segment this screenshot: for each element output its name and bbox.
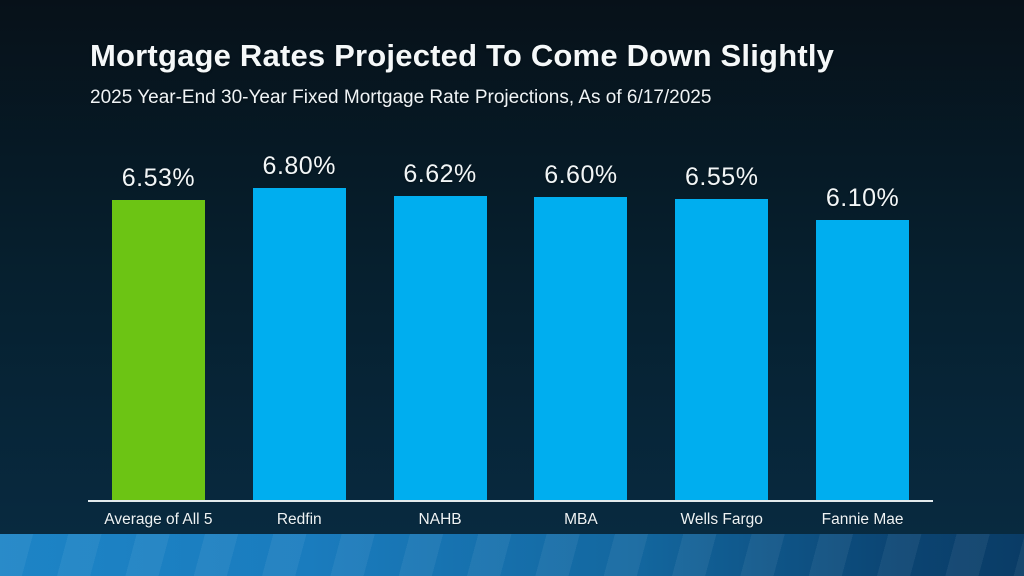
bar-value-label: 6.62% <box>403 160 477 189</box>
chart-bar <box>816 220 910 500</box>
chart-bar <box>252 188 346 500</box>
bar-value-label: 6.60% <box>544 161 618 190</box>
bar-category-label: NAHB <box>418 511 462 528</box>
bar-value-label: 6.53% <box>121 164 196 193</box>
chart-bar-group: 6.62% <box>370 122 511 500</box>
bar-category-label: Average of All 5 <box>104 511 213 528</box>
chart-bar-group: 6.55% <box>651 122 792 500</box>
bar-value-label: 6.80% <box>262 152 336 181</box>
bar-chart-bars: 6.53% 6.80% 6.62% 6.60% 6.55% 6.10% <box>88 122 933 500</box>
chart-bar-group: 6.60% <box>510 122 651 500</box>
bar-category-label: Fannie Mae <box>821 511 904 528</box>
chart-bar <box>393 196 487 500</box>
x-axis-line <box>88 500 933 502</box>
bar-category-label: MBA <box>564 511 598 528</box>
chart-bar <box>534 197 628 500</box>
bar-chart: 6.53% 6.80% 6.62% 6.60% 6.55% 6.10% <box>88 122 933 502</box>
bar-value-label: 6.10% <box>825 184 900 213</box>
footer-accent-bar <box>0 534 1024 576</box>
bar-value-label: 6.55% <box>685 163 759 192</box>
chart-bar <box>111 200 205 500</box>
chart-bar-group: 6.53% <box>88 122 229 500</box>
chart-bar-group: 6.10% <box>792 122 933 500</box>
slide-subtitle: 2025 Year-End 30-Year Fixed Mortgage Rat… <box>90 87 712 108</box>
page-title: Mortgage Rates Projected To Come Down Sl… <box>90 38 835 73</box>
chart-bar <box>675 199 769 500</box>
chart-bar-group: 6.80% <box>229 122 370 500</box>
bar-category-label: Redfin <box>276 511 322 528</box>
bar-category-label: Wells Fargo <box>680 511 763 528</box>
x-axis-category-labels: Average of All 5 Redfin NAHB MBA Wells Fargo… <box>88 511 933 529</box>
